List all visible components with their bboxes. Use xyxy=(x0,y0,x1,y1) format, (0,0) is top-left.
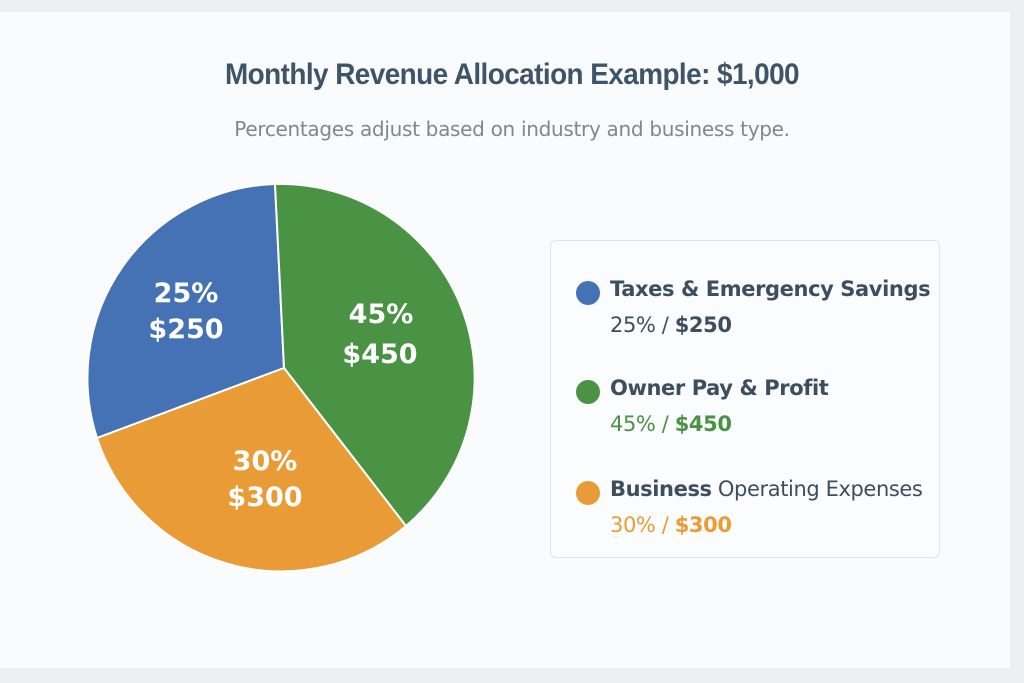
legend-dot-blue-icon xyxy=(576,281,600,305)
slice-label-owner-pay-amount: $450 xyxy=(342,339,417,370)
legend-value: 25% / $250 xyxy=(610,313,732,337)
legend-label: Taxes & Emergency Savings xyxy=(610,277,931,301)
legend-label: Owner Pay & Profit xyxy=(610,376,829,400)
pie-slice-owner-pay[interactable] xyxy=(274,182,476,527)
slice-label-expenses-percent: 30% xyxy=(233,446,298,477)
pie-slice-operating-expenses[interactable] xyxy=(96,367,407,573)
chart-subtitle: Percentages adjust based on industry and… xyxy=(234,117,790,141)
slice-label-owner-pay-percent: 45% xyxy=(349,299,414,330)
legend-dot-orange-icon xyxy=(576,481,600,505)
slice-label-expenses-amount: $300 xyxy=(227,482,302,513)
legend-dot-green-icon xyxy=(576,380,600,404)
legend-label: Business Operating Expenses xyxy=(610,477,923,501)
chart-title: Monthly Revenue Allocation Example: $1,0… xyxy=(224,58,800,91)
legend-value: 30% / $300 xyxy=(610,513,732,537)
legend-value: 45% / $450 xyxy=(610,412,732,436)
chart-legend: Taxes & Emergency Savings 25% / $250 Own… xyxy=(550,240,940,558)
slice-label-taxes-amount: $250 xyxy=(148,314,223,345)
slice-label-taxes-percent: 25% xyxy=(154,278,219,309)
pie-slice-taxes[interactable] xyxy=(86,183,285,439)
